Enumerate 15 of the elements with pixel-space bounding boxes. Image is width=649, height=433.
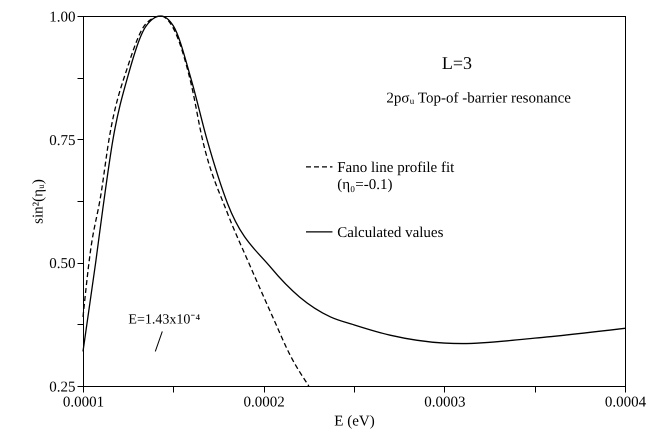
y-tick-label: 1.00	[49, 10, 76, 26]
y-tick-label: 0.75	[49, 132, 76, 149]
x-tick-label: 0.0001	[62, 394, 104, 410]
x-tick-label: 0.0004	[604, 394, 647, 410]
annotation: L=3	[442, 53, 472, 74]
legend-label: Calculated values	[337, 224, 444, 241]
annotation: E=1.43x10⁻⁴	[128, 312, 200, 328]
x-tick-label: 0.0003	[424, 394, 466, 410]
y-tick-label: 0.25	[49, 380, 76, 396]
x-axis-title: E (eV)	[334, 414, 375, 430]
legend-label: Fano line profile fit (η₀=-0.1)	[337, 160, 456, 193]
y-axis-title: sin²(ηᵤ)	[30, 179, 46, 224]
y-tick-label: 0.50	[49, 256, 76, 272]
x-tick-label: 0.0002	[244, 394, 285, 410]
annotation: 2pσᵤ Top-of -barrier resonance	[386, 90, 572, 106]
